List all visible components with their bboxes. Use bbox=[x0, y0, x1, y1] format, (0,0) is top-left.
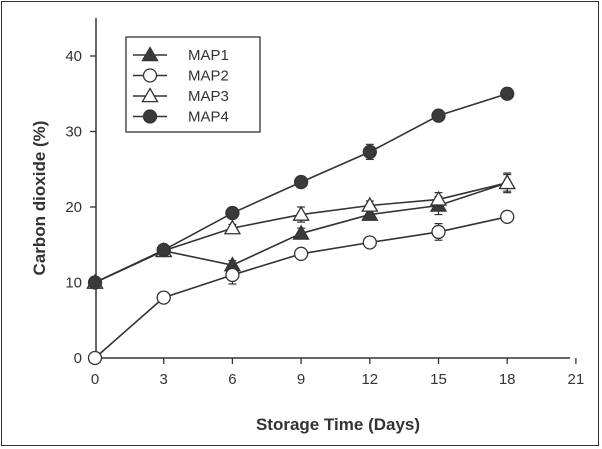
legend-marker bbox=[142, 68, 158, 83]
y-axis-title: Carbon dioxide (%) bbox=[30, 121, 49, 276]
data-point bbox=[498, 174, 516, 190]
data-point bbox=[429, 190, 448, 206]
legend-label: MAP1 bbox=[188, 47, 229, 64]
data-point bbox=[362, 144, 377, 160]
data-point bbox=[362, 235, 377, 250]
data-point bbox=[431, 224, 446, 240]
data-point bbox=[431, 108, 446, 123]
x-tick-label: 3 bbox=[160, 371, 168, 388]
data-point bbox=[223, 219, 242, 235]
axes bbox=[95, 18, 570, 359]
data-point bbox=[225, 205, 240, 221]
legend-label: MAP3 bbox=[188, 88, 229, 105]
data-point bbox=[293, 174, 309, 190]
legend-marker bbox=[142, 109, 158, 124]
y-tick-label: 0 bbox=[74, 350, 82, 367]
series-map2 bbox=[87, 209, 515, 366]
data-point bbox=[156, 290, 171, 305]
legend-marker bbox=[141, 46, 159, 62]
legend: MAP1 MAP2 MAP3 MAP4 bbox=[125, 36, 261, 133]
data-point bbox=[293, 246, 309, 261]
data-point bbox=[361, 205, 379, 221]
y-tick-label: 10 bbox=[65, 275, 82, 292]
data-point bbox=[500, 209, 515, 224]
y-tick-label: 30 bbox=[65, 124, 82, 141]
y-tick-label: 40 bbox=[65, 48, 82, 65]
x-tick-label: 18 bbox=[499, 371, 516, 388]
x-tick-label: 0 bbox=[91, 371, 99, 388]
series-layer bbox=[86, 86, 516, 366]
legend-marker bbox=[141, 87, 159, 103]
series-map4 bbox=[87, 86, 515, 290]
x-tick-label: 15 bbox=[430, 371, 447, 388]
x-tick-label: 21 bbox=[568, 371, 585, 388]
x-tick-label: 12 bbox=[361, 371, 378, 388]
legend-label: MAP4 bbox=[188, 109, 229, 126]
x-tick-label: 9 bbox=[297, 371, 305, 388]
y-tick-label: 20 bbox=[65, 199, 82, 216]
data-point bbox=[500, 86, 515, 101]
data-point bbox=[156, 242, 171, 258]
data-point bbox=[292, 205, 310, 221]
data-point bbox=[87, 350, 103, 366]
data-point bbox=[87, 275, 103, 290]
data-point bbox=[225, 267, 240, 283]
series-map1 bbox=[86, 173, 516, 289]
legend-label: MAP2 bbox=[188, 68, 229, 85]
data-point bbox=[292, 224, 310, 240]
x-tick-label: 6 bbox=[228, 371, 236, 388]
data-point bbox=[361, 196, 379, 212]
x-axis-title: Storage Time (Days) bbox=[256, 415, 420, 434]
